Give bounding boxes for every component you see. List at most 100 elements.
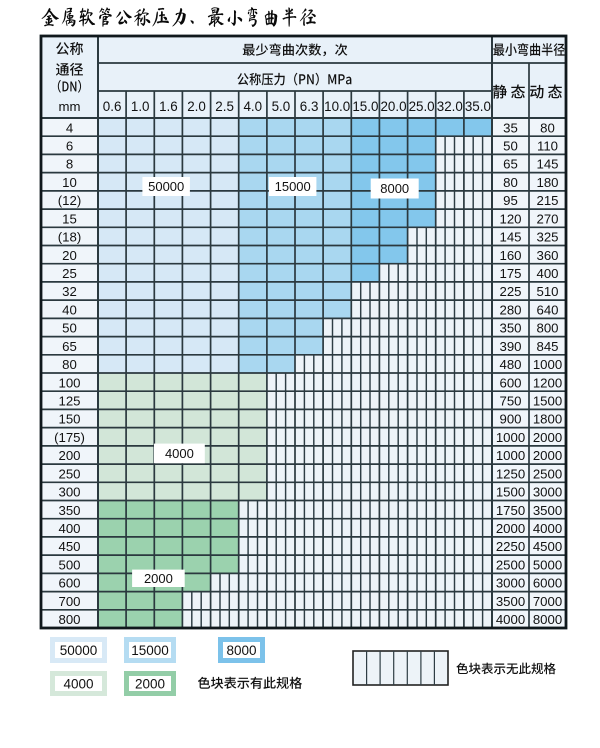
svg-text:80: 80: [540, 120, 555, 135]
svg-text:4000: 4000: [533, 521, 562, 536]
svg-text:2000: 2000: [533, 448, 562, 463]
svg-text:400: 400: [536, 266, 558, 281]
svg-text:8000: 8000: [380, 181, 409, 196]
svg-text:4.0: 4.0: [243, 99, 262, 114]
svg-text:270: 270: [536, 211, 558, 226]
svg-text:15.0: 15.0: [352, 99, 378, 114]
svg-text:mm: mm: [59, 99, 81, 114]
svg-text:35: 35: [503, 120, 518, 135]
svg-text:4000: 4000: [496, 612, 525, 627]
svg-text:0.6: 0.6: [103, 99, 122, 114]
svg-text:360: 360: [536, 248, 558, 263]
svg-text:3500: 3500: [533, 503, 562, 518]
svg-text:250: 250: [58, 466, 80, 481]
svg-text:4500: 4500: [533, 539, 562, 554]
svg-text:120: 120: [499, 211, 521, 226]
svg-text:180: 180: [536, 175, 558, 190]
svg-text:200: 200: [58, 448, 80, 463]
svg-text:125: 125: [58, 394, 80, 409]
svg-text:215: 215: [536, 193, 558, 208]
svg-text:10: 10: [62, 175, 77, 190]
svg-text:600: 600: [499, 375, 521, 390]
svg-text:325: 325: [536, 230, 558, 245]
svg-text:15000: 15000: [275, 179, 311, 194]
svg-text:8000: 8000: [226, 643, 256, 658]
svg-text:8: 8: [66, 157, 73, 172]
svg-text:600: 600: [58, 576, 80, 591]
svg-text:145: 145: [499, 230, 521, 245]
svg-text:225: 225: [499, 284, 521, 299]
svg-text:1750: 1750: [496, 503, 525, 518]
svg-text:32: 32: [62, 284, 77, 299]
svg-text:390: 390: [499, 339, 521, 354]
svg-text:300: 300: [58, 485, 80, 500]
svg-text:20: 20: [62, 248, 77, 263]
svg-text:35.0: 35.0: [465, 99, 491, 114]
svg-text:32.0: 32.0: [437, 99, 463, 114]
svg-text:3000: 3000: [533, 485, 562, 500]
svg-text:25: 25: [62, 266, 77, 281]
svg-text:900: 900: [499, 412, 521, 427]
svg-text:175: 175: [499, 266, 521, 281]
svg-text:350: 350: [58, 503, 80, 518]
svg-text:(175): (175): [54, 430, 85, 445]
svg-text:(18): (18): [58, 230, 81, 245]
svg-text:4000: 4000: [165, 446, 194, 461]
svg-text:7000: 7000: [533, 594, 562, 609]
svg-text:145: 145: [536, 157, 558, 172]
svg-text:1250: 1250: [496, 466, 525, 481]
svg-text:15000: 15000: [131, 643, 169, 658]
svg-text:10.0: 10.0: [324, 99, 350, 114]
svg-text:2500: 2500: [533, 466, 562, 481]
svg-text:1000: 1000: [496, 448, 525, 463]
svg-text:160: 160: [499, 248, 521, 263]
svg-text:1.6: 1.6: [159, 99, 178, 114]
svg-text:450: 450: [58, 539, 80, 554]
svg-text:1.0: 1.0: [131, 99, 150, 114]
svg-text:50000: 50000: [60, 643, 98, 658]
svg-text:8000: 8000: [533, 612, 562, 627]
svg-text:845: 845: [536, 339, 558, 354]
svg-text:510: 510: [536, 284, 558, 299]
svg-text:480: 480: [499, 357, 521, 372]
svg-text:1000: 1000: [533, 357, 562, 372]
svg-text:65: 65: [503, 157, 518, 172]
svg-text:2.0: 2.0: [187, 99, 206, 114]
svg-text:(12): (12): [58, 193, 81, 208]
svg-text:640: 640: [536, 302, 558, 317]
svg-text:80: 80: [503, 175, 518, 190]
svg-text:80: 80: [62, 357, 77, 372]
svg-text:2500: 2500: [496, 558, 525, 573]
svg-text:15: 15: [62, 211, 77, 226]
svg-text:110: 110: [537, 139, 558, 154]
svg-text:95: 95: [503, 193, 518, 208]
svg-text:4: 4: [66, 120, 73, 135]
svg-text:20.0: 20.0: [380, 99, 406, 114]
svg-text:750: 750: [499, 394, 521, 409]
svg-text:800: 800: [58, 612, 80, 627]
svg-text:350: 350: [499, 321, 521, 336]
svg-text:280: 280: [499, 302, 521, 317]
svg-text:4000: 4000: [63, 676, 93, 691]
svg-text:50: 50: [62, 321, 77, 336]
svg-text:5.0: 5.0: [272, 99, 291, 114]
svg-text:40: 40: [62, 302, 77, 317]
svg-text:1500: 1500: [496, 485, 525, 500]
svg-text:25.0: 25.0: [409, 99, 435, 114]
svg-text:150: 150: [58, 412, 80, 427]
svg-text:2000: 2000: [533, 430, 562, 445]
svg-text:1000: 1000: [496, 430, 525, 445]
svg-text:1200: 1200: [533, 375, 562, 390]
svg-text:2250: 2250: [496, 539, 525, 554]
svg-text:65: 65: [62, 339, 77, 354]
svg-text:6: 6: [66, 139, 73, 154]
svg-text:2000: 2000: [135, 676, 165, 691]
svg-text:3000: 3000: [496, 576, 525, 591]
svg-text:2000: 2000: [496, 521, 525, 536]
svg-text:500: 500: [58, 558, 80, 573]
svg-text:2.5: 2.5: [215, 99, 234, 114]
svg-text:700: 700: [58, 594, 80, 609]
svg-text:800: 800: [536, 321, 558, 336]
svg-text:1800: 1800: [533, 412, 562, 427]
svg-text:6.3: 6.3: [300, 99, 319, 114]
